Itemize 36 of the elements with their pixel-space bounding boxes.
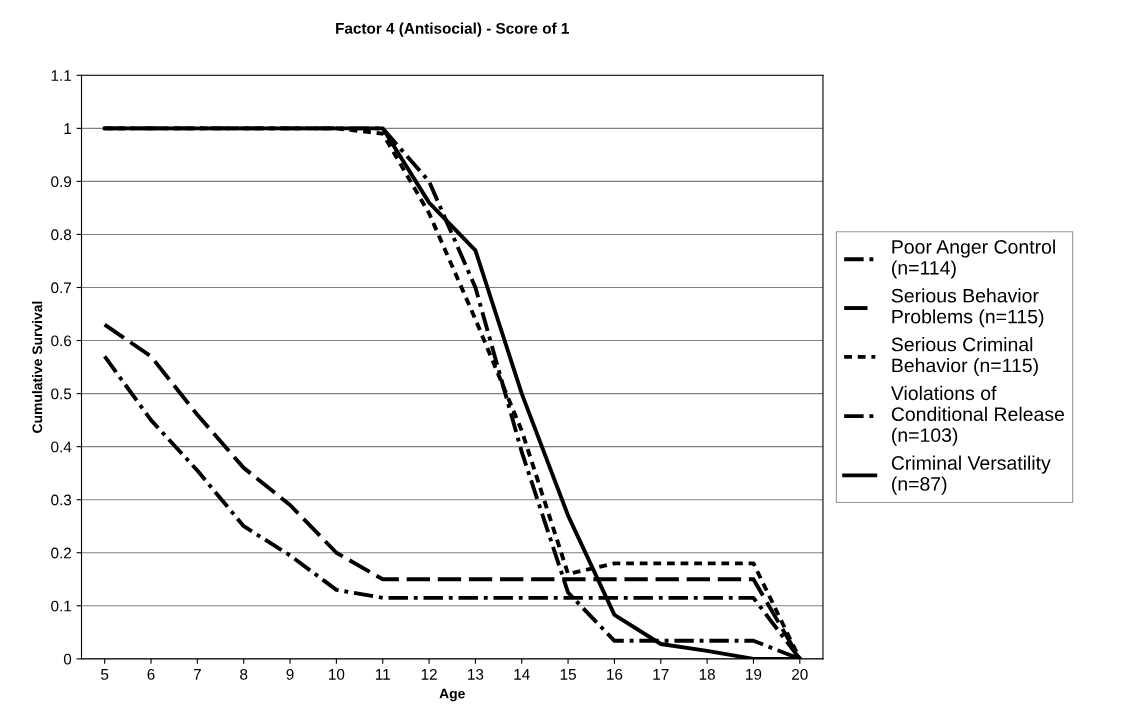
x-tick-label: 9 xyxy=(286,668,294,680)
legend-label: Serious Behavior Problems (n=115) xyxy=(891,288,1044,328)
x-tick-label: 7 xyxy=(193,669,201,680)
y-tick-label: 0 xyxy=(63,653,72,665)
x-tick-label: 16 xyxy=(607,668,623,680)
y-axis-title: Cumulative Survival xyxy=(32,301,43,433)
chart-title: Factor 4 (Antisocial) - Score of 1 xyxy=(336,22,569,37)
legend-label: Criminal Versatility (n=87) xyxy=(891,455,1051,495)
y-tick-label: 0.1 xyxy=(51,600,72,612)
x-tick-label: 13 xyxy=(468,668,484,680)
y-tick-label: 0.9 xyxy=(51,176,72,188)
x-tick-label: 15 xyxy=(560,669,576,680)
y-tick-label: 1.1 xyxy=(51,70,72,81)
x-tick-label: 8 xyxy=(240,668,248,680)
x-axis-title: Age xyxy=(439,688,465,702)
x-tick-label: 14 xyxy=(514,669,530,680)
x-tick-label: 6 xyxy=(147,668,155,680)
y-tick-label: 1 xyxy=(64,123,72,134)
x-tick-label: 18 xyxy=(699,668,715,680)
y-tick-label: 0.2 xyxy=(51,547,72,559)
x-tick-label: 20 xyxy=(792,668,808,680)
x-tick-label: 5 xyxy=(101,669,109,680)
y-tick-label: 0.6 xyxy=(51,335,72,347)
x-tick-label: 17 xyxy=(653,669,669,680)
legend-label: Serious Criminal Behavior (n=115) xyxy=(891,337,1038,377)
legend-label: Violations of Conditional Release (n=103) xyxy=(890,385,1065,446)
y-tick-label: 0.5 xyxy=(51,388,72,400)
y-tick-label: 0.7 xyxy=(51,282,72,294)
x-tick-label: 10 xyxy=(329,668,345,680)
y-tick-label: 0.3 xyxy=(51,494,72,506)
x-tick-label: 11 xyxy=(375,669,390,680)
legend-label: Poor Anger Control (n=114) xyxy=(892,239,1055,279)
y-tick-label: 0.8 xyxy=(51,229,72,241)
x-tick-label: 12 xyxy=(421,668,437,680)
x-tick-label: 19 xyxy=(746,668,762,680)
y-tick-label: 0.4 xyxy=(51,441,72,453)
